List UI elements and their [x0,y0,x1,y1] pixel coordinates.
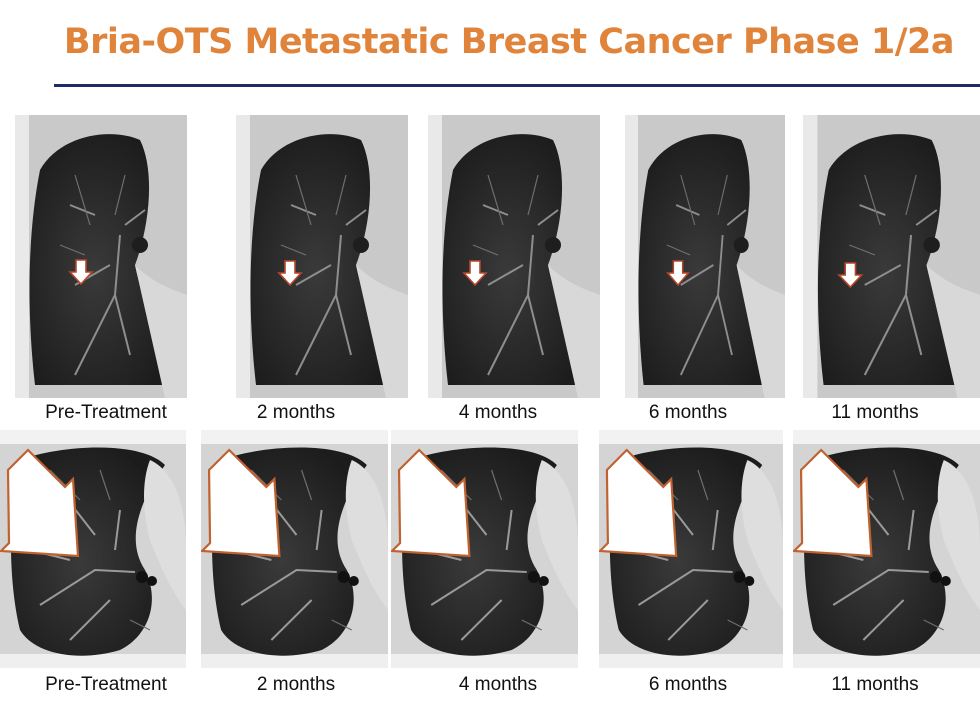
caption-coronal-11-months: 11 months [831,402,919,423]
caption-coronal-4-months: 4 months [458,402,538,423]
axial-ct-6-months [599,430,783,668]
axial-ct-2-months [201,430,388,668]
coronal-ct-2-months [236,115,408,398]
coronal-ct-4-months [428,115,600,398]
axial-ct-pre-treatment [0,430,186,668]
caption-axial-11-months: 11 months [831,674,919,695]
caption-coronal-6-months: 6 months [648,402,728,423]
title-underline [54,84,980,87]
caption-axial-2-months: 2 months [256,674,336,695]
caption-coronal-2-months: 2 months [256,402,336,423]
axial-ct-11-months [793,430,980,668]
coronal-ct-6-months [625,115,785,398]
caption-axial-pre-treatment: Pre-Treatment [45,674,167,695]
caption-coronal-pre-treatment: Pre-Treatment [45,402,167,423]
coronal-ct-11-months [803,115,980,398]
slide-title: Bria-OTS Metastatic Breast Cancer Phase … [63,22,955,62]
axial-ct-4-months [391,430,578,668]
caption-axial-6-months: 6 months [648,674,728,695]
caption-axial-4-months: 4 months [458,674,538,695]
coronal-ct-pre-treatment [15,115,187,398]
